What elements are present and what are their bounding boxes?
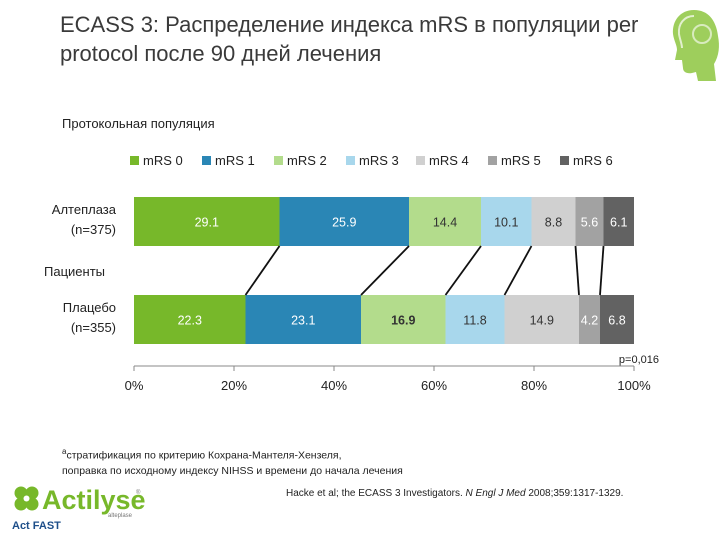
citation-journal: N Engl J Med <box>465 488 526 499</box>
legend-label: mRS 2 <box>287 153 327 168</box>
bar-segment <box>279 197 409 246</box>
data-label: 14.9 <box>530 314 554 328</box>
x-tick-label: 0% <box>125 378 144 393</box>
actilyse-logo: Actilyse ® alteplase Act FAST <box>12 485 146 532</box>
p-value-annotation: p=0,016 <box>619 354 659 366</box>
series-n-label: (n=375) <box>71 222 116 237</box>
legend-swatch <box>560 156 569 165</box>
bar-segment <box>134 197 280 246</box>
data-label: 23.1 <box>291 314 315 328</box>
bar-segment <box>603 197 634 246</box>
logo-small-text: alteplase <box>108 513 133 519</box>
legend-label: mRS 1 <box>215 153 255 168</box>
legend-swatch <box>488 156 497 165</box>
data-label: 4.2 <box>581 314 598 328</box>
bar-segment <box>409 197 481 246</box>
bar-segment <box>361 295 446 344</box>
connector-line <box>444 245 482 296</box>
bar-segment <box>579 295 600 344</box>
bar-segment <box>575 197 604 246</box>
data-label: 29.1 <box>195 216 219 230</box>
connector-line <box>360 245 410 296</box>
x-tick-label: 60% <box>421 378 447 393</box>
legend-label: mRS 3 <box>359 153 399 168</box>
footnote-line-1: стратификация по критерию Кохрана-Мантел… <box>66 449 342 462</box>
data-label: 16.9 <box>391 314 415 328</box>
series-label: Плацебо <box>63 300 116 315</box>
slide-title: ECASS 3: Распределение индекса mRS в поп… <box>60 12 639 66</box>
legend-swatch <box>130 156 139 165</box>
bar-segment <box>531 197 576 246</box>
mrs-stacked-bar-chart: mRS 0 mRS 1 mRS 2 mRS 3 mRS 4 mRS 5 mRS 6 29.1 2… <box>44 153 659 393</box>
x-tick-label: 40% <box>321 378 347 393</box>
legend-swatch <box>202 156 211 165</box>
y-axis-label: Пациенты <box>44 264 105 279</box>
legend-swatch <box>416 156 425 165</box>
citation-authors: Hacke et al; the ECASS 3 Investigators. <box>286 488 466 499</box>
legend-label: mRS 5 <box>501 153 541 168</box>
connector-line <box>503 245 533 296</box>
connector-line <box>244 245 281 296</box>
footnote: aстратификация по критерию Кохрана-Манте… <box>62 444 403 479</box>
data-label: 6.1 <box>610 216 627 230</box>
bar-segment <box>445 295 505 344</box>
bar-segment <box>245 295 361 344</box>
bar-segment <box>134 295 246 344</box>
data-label: 11.8 <box>463 314 486 328</box>
legend-swatch <box>346 156 355 165</box>
citation: Hacke et al; the ECASS 3 Investigators. … <box>286 488 623 499</box>
data-label: 6.8 <box>608 314 625 328</box>
legend-label: mRS 0 <box>143 153 183 168</box>
human-head-icon <box>672 10 719 81</box>
connector-line <box>574 245 580 296</box>
clover-logo-icon <box>14 486 39 511</box>
x-tick-label: 100% <box>617 378 651 393</box>
series-label: Алтеплаза <box>52 202 117 217</box>
logo-brand: Actilyse <box>42 485 146 515</box>
citation-details: 2008;359:1317-1329. <box>525 488 624 499</box>
footnote-line-2: поправка по исходному индексу NIHSS и вр… <box>62 464 403 477</box>
legend-label: mRS 6 <box>573 153 613 168</box>
logo-trademark: ® <box>136 489 141 496</box>
legend-swatch <box>274 156 283 165</box>
bar-segment <box>504 295 579 344</box>
data-label: 22.3 <box>178 314 202 328</box>
chart-subtitle: Протокольная популяция <box>62 116 215 131</box>
bar-segment <box>600 295 634 344</box>
data-label: 10.1 <box>494 216 518 230</box>
x-tick-label: 80% <box>521 378 547 393</box>
bar-segment <box>481 197 532 246</box>
series-n-label: (n=355) <box>71 320 116 335</box>
logo-tagline: Act FAST <box>12 520 61 532</box>
connector-line <box>599 245 605 296</box>
footnote-marker: a <box>62 447 67 456</box>
data-label: 5.6 <box>581 216 598 230</box>
data-label: 8.8 <box>545 216 562 230</box>
legend-label: mRS 4 <box>429 153 469 168</box>
x-tick-label: 20% <box>221 378 247 393</box>
data-label: 14.4 <box>433 216 457 230</box>
data-label: 25.9 <box>332 216 356 230</box>
